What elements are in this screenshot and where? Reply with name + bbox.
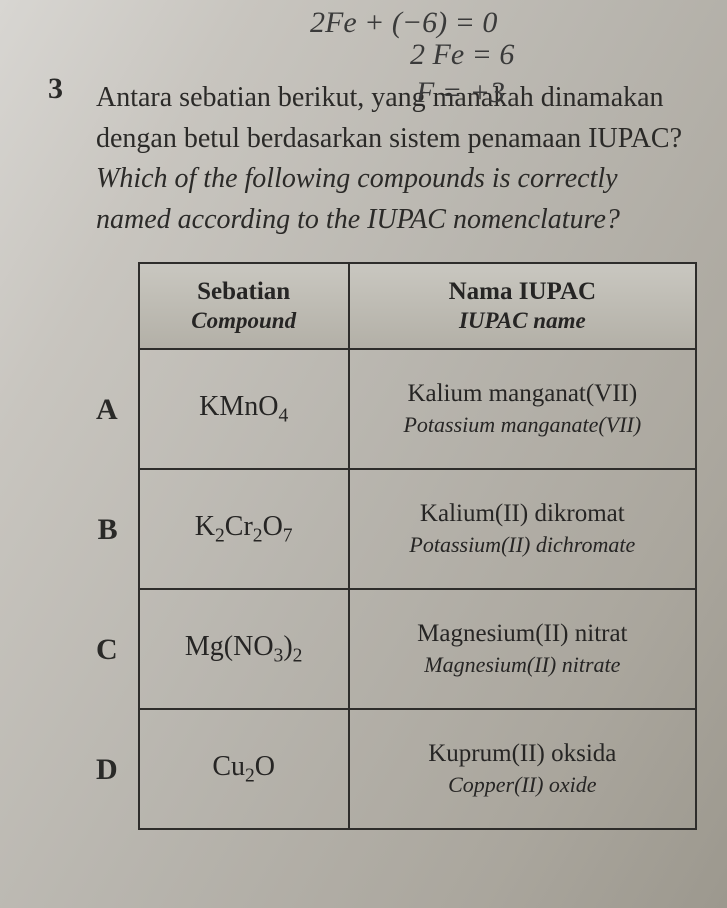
table-header-row: Sebatian Compound Nama IUPAC IUPAC name (139, 263, 696, 349)
header-compound: Sebatian Compound (139, 263, 349, 349)
table-row: Cu2O Kuprum(II) oksida Copper(II) oxide (139, 709, 696, 829)
question-text-english: Which of the following compounds is corr… (96, 159, 697, 240)
option-letters-column: A B C D (96, 262, 138, 830)
header-iupac: Nama IUPAC IUPAC name (349, 263, 696, 349)
name-malay: Magnesium(II) nitrat (362, 620, 683, 648)
question-text-malay: Antara sebatian berikut, yang manakah di… (96, 78, 697, 159)
cell-name: Kalium(II) dikromat Potassium(II) dichro… (349, 469, 696, 589)
name-english: Potassium(II) dichromate (362, 532, 683, 558)
name-english: Potassium manganate(VII) (362, 412, 683, 438)
table-wrapper: A B C D Sebatian Compound Nama IUPAC IUP… (96, 262, 697, 830)
name-malay: Kalium manganat(VII) (362, 380, 683, 408)
name-malay: Kuprum(II) oksida (362, 740, 683, 768)
option-letter: C (96, 590, 138, 710)
option-letter: D (96, 710, 138, 830)
cell-name: Kuprum(II) oksida Copper(II) oxide (349, 709, 696, 829)
question-text: Antara sebatian berikut, yang manakah di… (96, 78, 697, 240)
header-iupac-english: IUPAC name (362, 308, 683, 334)
handwritten-note-1: 2Fe + (−6) = 0 (310, 6, 497, 40)
handwritten-note-2: 2 Fe = 6 (410, 38, 514, 72)
option-letter: B (96, 470, 138, 590)
cell-formula: KMnO4 (139, 349, 349, 469)
page-container: 2Fe + (−6) = 0 2 Fe = 6 F = +3 3 Antara … (0, 0, 727, 908)
name-malay: Kalium(II) dikromat (362, 500, 683, 528)
header-compound-malay: Sebatian (197, 278, 290, 305)
cell-name: Magnesium(II) nitrat Magnesium(II) nitra… (349, 589, 696, 709)
header-compound-english: Compound (152, 308, 336, 334)
compound-table: Sebatian Compound Nama IUPAC IUPAC name … (138, 262, 697, 830)
question-number: 3 (48, 72, 63, 106)
header-iupac-malay: Nama IUPAC (449, 278, 596, 305)
handwritten-note-3: F = +3 (416, 76, 505, 110)
cell-name: Kalium manganat(VII) Potassium manganate… (349, 349, 696, 469)
table-row: Mg(NO3)2 Magnesium(II) nitrat Magnesium(… (139, 589, 696, 709)
table-row: KMnO4 Kalium manganat(VII) Potassium man… (139, 349, 696, 469)
name-english: Copper(II) oxide (362, 772, 683, 798)
option-letter: A (96, 350, 138, 470)
cell-formula: Mg(NO3)2 (139, 589, 349, 709)
cell-formula: K2Cr2O7 (139, 469, 349, 589)
cell-formula: Cu2O (139, 709, 349, 829)
table-row: K2Cr2O7 Kalium(II) dikromat Potassium(II… (139, 469, 696, 589)
name-english: Magnesium(II) nitrate (362, 652, 683, 678)
